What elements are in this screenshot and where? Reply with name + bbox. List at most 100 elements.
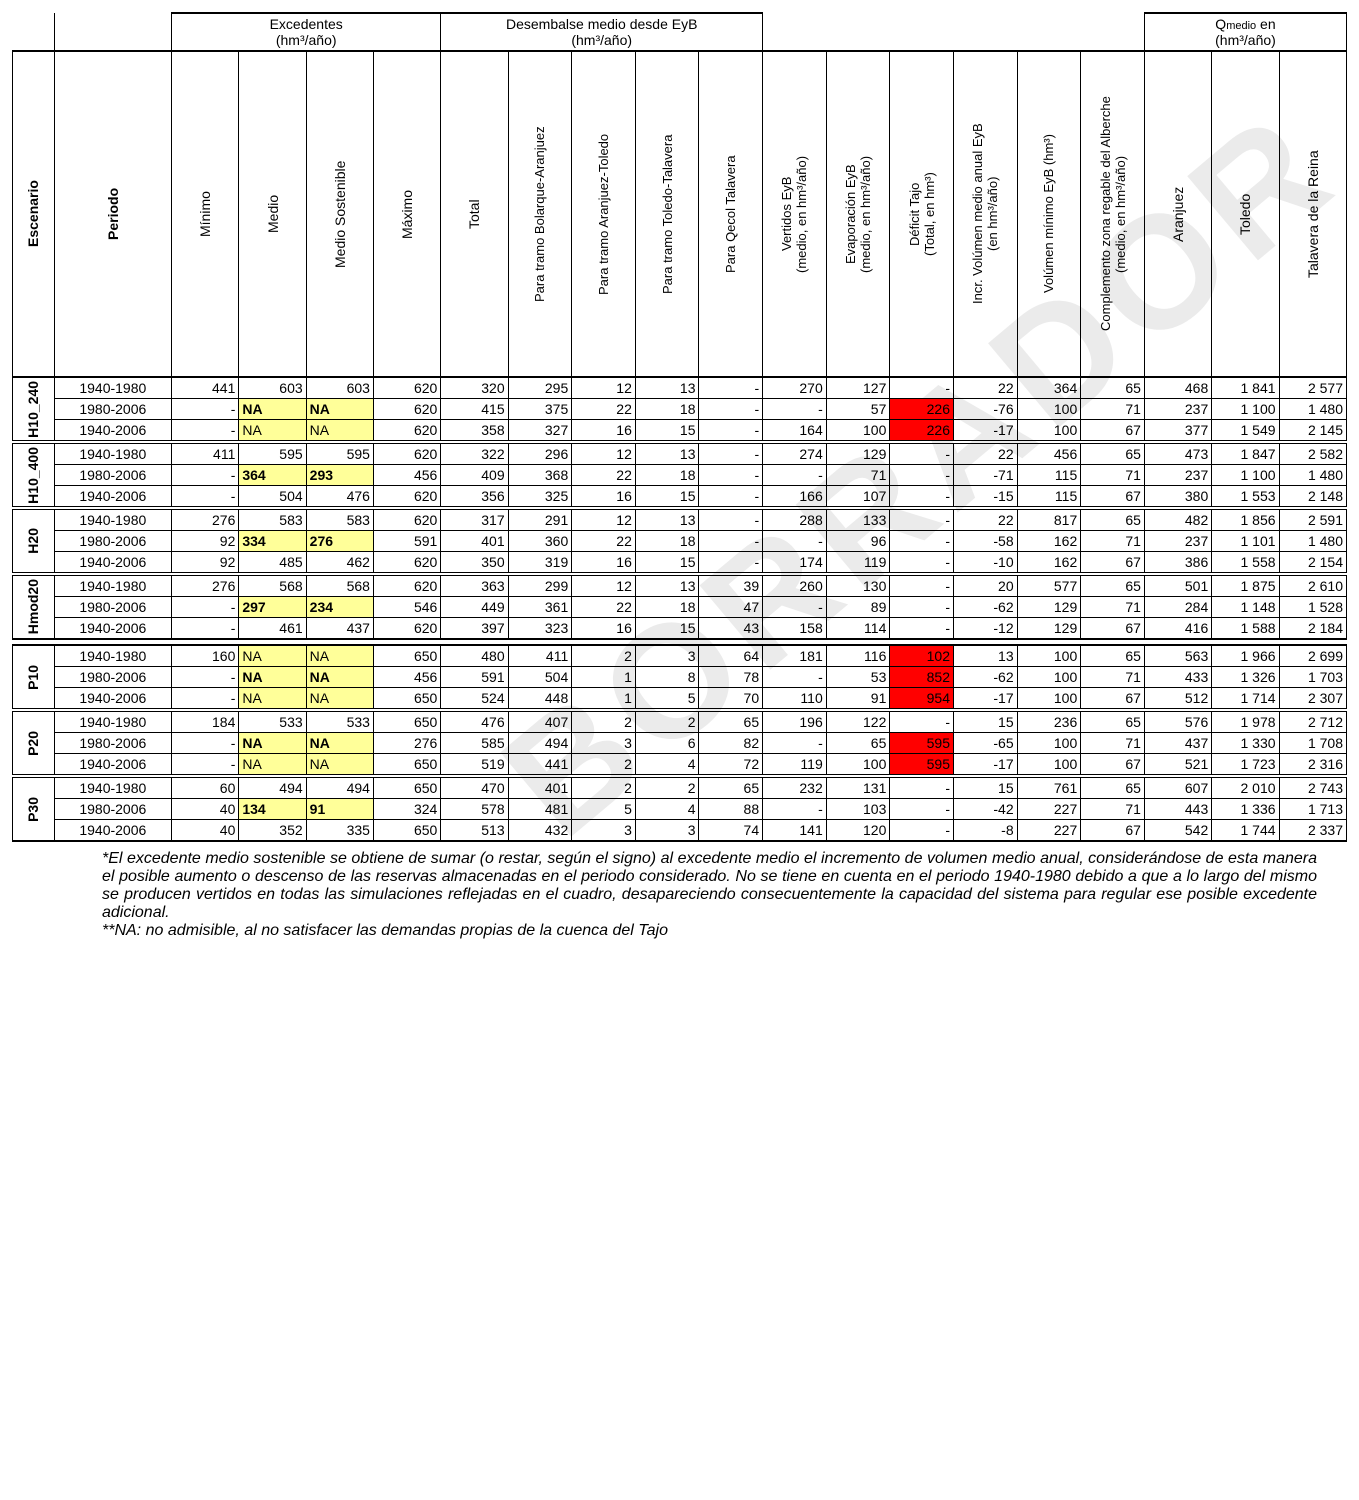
data-cell: 456 [373, 465, 440, 486]
data-cell: 296 [508, 442, 572, 465]
data-cell: 100 [1017, 645, 1081, 667]
data-cell: 1 480 [1279, 465, 1346, 486]
data-cell: - [890, 574, 954, 597]
data-cell: -58 [953, 531, 1017, 552]
data-cell: 91 [306, 799, 373, 820]
data-cell: 237 [1144, 465, 1211, 486]
data-cell: 226 [890, 399, 954, 420]
data-cell: 65 [1081, 377, 1145, 399]
data-cell: 397 [441, 618, 508, 640]
data-cell: 462 [306, 552, 373, 575]
data-cell: 546 [373, 597, 440, 618]
data-cell: 5 [572, 799, 636, 820]
data-cell: 100 [1017, 667, 1081, 688]
data-cell: 650 [373, 776, 440, 799]
data-cell: 53 [826, 667, 890, 688]
period-cell: 1940-1980 [54, 776, 171, 799]
data-cell: 1 714 [1212, 688, 1279, 711]
data-cell: 100 [1017, 754, 1081, 777]
data-cell: 1 101 [1212, 531, 1279, 552]
data-cell: 22 [953, 377, 1017, 399]
col-toledo-talavera: Para tramo Toledo-Talavera [635, 51, 699, 377]
data-cell: 433 [1144, 667, 1211, 688]
data-cell: 184 [172, 710, 239, 733]
data-cell: 583 [239, 508, 306, 531]
data-cell: 1 723 [1212, 754, 1279, 777]
data-cell: 650 [373, 688, 440, 711]
data-cell: 401 [508, 776, 572, 799]
col-vol-min: Volúmen mínimo EyB (hm³) [1017, 51, 1081, 377]
data-cell: 22 [953, 508, 1017, 531]
data-cell: 134 [239, 799, 306, 820]
data-cell: 3 [572, 820, 636, 842]
data-cell: 1 558 [1212, 552, 1279, 575]
data-cell: NA [306, 667, 373, 688]
period-cell: 1940-2006 [54, 688, 171, 711]
data-cell: 476 [306, 486, 373, 509]
data-cell: - [172, 486, 239, 509]
data-cell: 236 [1017, 710, 1081, 733]
data-cell: 817 [1017, 508, 1081, 531]
data-cell: 409 [441, 465, 508, 486]
data-cell: 65 [1081, 508, 1145, 531]
data-cell: 276 [373, 733, 440, 754]
data-cell: 71 [1081, 667, 1145, 688]
data-cell: 1 966 [1212, 645, 1279, 667]
data-cell: 620 [373, 552, 440, 575]
data-cell: 1 841 [1212, 377, 1279, 399]
data-cell: 2 [572, 776, 636, 799]
col-vertidos: Vertidos EyB (medio, en hm³/año) [763, 51, 827, 377]
data-cell: 47 [699, 597, 763, 618]
data-cell: 411 [172, 442, 239, 465]
data-cell: 2 [572, 645, 636, 667]
data-cell: 1 326 [1212, 667, 1279, 688]
data-cell: 237 [1144, 399, 1211, 420]
data-cell: 595 [239, 442, 306, 465]
period-cell: 1940-2006 [54, 420, 171, 443]
data-cell: 2 148 [1279, 486, 1346, 509]
data-cell: NA [306, 754, 373, 777]
data-cell: 100 [1017, 399, 1081, 420]
data-cell: 468 [1144, 377, 1211, 399]
data-cell: 620 [373, 420, 440, 443]
data-cell: 13 [635, 377, 699, 399]
scenario-label: H10_400 [13, 442, 55, 508]
data-cell: 13 [635, 508, 699, 531]
data-cell: 512 [1144, 688, 1211, 711]
data-cell: 237 [1144, 531, 1211, 552]
data-cell: 513 [441, 820, 508, 842]
data-cell: 67 [1081, 420, 1145, 443]
data-cell: 2 [572, 710, 636, 733]
data-cell: 448 [508, 688, 572, 711]
data-cell: 595 [890, 733, 954, 754]
data-cell: 227 [1017, 820, 1081, 842]
data-cell: 276 [306, 531, 373, 552]
data-cell: 476 [441, 710, 508, 733]
data-cell: 578 [441, 799, 508, 820]
data-cell: 13 [635, 442, 699, 465]
data-cell: 352 [239, 820, 306, 842]
data-cell: - [890, 377, 954, 399]
data-cell: NA [239, 754, 306, 777]
data-cell: - [763, 733, 827, 754]
data-cell: 482 [1144, 508, 1211, 531]
data-cell: 494 [508, 733, 572, 754]
data-cell: 595 [890, 754, 954, 777]
data-cell: 577 [1017, 574, 1081, 597]
data-cell: 89 [826, 597, 890, 618]
group-excedentes: Excedentes (hm³/año) [172, 13, 441, 51]
data-cell: 2 145 [1279, 420, 1346, 443]
data-cell: 504 [508, 667, 572, 688]
data-cell: 650 [373, 645, 440, 667]
data-cell: 568 [306, 574, 373, 597]
data-cell: 2 591 [1279, 508, 1346, 531]
data-cell: - [699, 399, 763, 420]
data-cell: 119 [763, 754, 827, 777]
data-cell: 521 [1144, 754, 1211, 777]
data-cell: - [763, 799, 827, 820]
data-cell: - [172, 667, 239, 688]
data-cell: 160 [172, 645, 239, 667]
data-cell: 91 [826, 688, 890, 711]
data-cell: 1 148 [1212, 597, 1279, 618]
data-cell: - [890, 820, 954, 842]
